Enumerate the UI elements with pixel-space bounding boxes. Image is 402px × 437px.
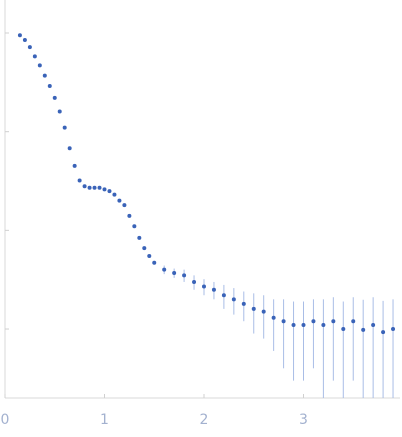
data-point	[142, 246, 147, 251]
data-point	[42, 73, 47, 78]
data-point	[211, 287, 216, 292]
data-point	[117, 198, 122, 203]
data-point	[47, 84, 52, 89]
data-point	[152, 260, 157, 265]
data-point	[321, 322, 326, 327]
data-point	[351, 319, 356, 324]
data-point	[241, 301, 246, 306]
data-point	[137, 235, 142, 240]
data-point	[72, 163, 77, 168]
data-point	[87, 185, 92, 190]
data-point	[172, 270, 177, 275]
data-point	[77, 178, 82, 183]
data-point	[122, 203, 127, 208]
data-point	[251, 306, 256, 311]
data-point	[192, 279, 197, 284]
data-point	[132, 224, 137, 229]
data-point	[201, 284, 206, 289]
data-point	[92, 185, 97, 190]
data-point	[341, 327, 346, 332]
data-point	[112, 192, 117, 197]
data-point	[17, 33, 22, 38]
data-point	[291, 322, 296, 327]
x-tick-label: 1	[100, 412, 109, 428]
data-point	[27, 45, 32, 50]
data-point	[371, 322, 376, 327]
data-point	[331, 319, 336, 324]
x-tick-label: 0	[1, 412, 10, 428]
data-point	[102, 187, 107, 192]
x-tick-label: 2	[200, 412, 209, 428]
data-point	[301, 322, 306, 327]
data-point	[52, 95, 57, 100]
data-point	[182, 273, 187, 278]
data-point	[127, 213, 132, 218]
data-point	[281, 319, 286, 324]
data-point	[147, 253, 152, 258]
data-point	[37, 63, 42, 68]
data-point	[67, 146, 72, 151]
data-point	[97, 185, 102, 190]
data-point	[231, 297, 236, 302]
data-point	[162, 267, 167, 272]
data-point	[361, 327, 366, 332]
data-point	[311, 319, 316, 324]
data-point	[261, 309, 266, 314]
data-point	[32, 54, 37, 59]
data-point	[271, 315, 276, 320]
data-point	[381, 330, 386, 335]
data-point	[62, 125, 67, 130]
data-point	[221, 293, 226, 298]
x-tick-label: 3	[299, 412, 308, 428]
data-point	[57, 109, 62, 114]
data-point	[107, 189, 112, 194]
data-point	[82, 184, 87, 189]
data-point	[391, 327, 396, 332]
data-point	[22, 37, 27, 42]
